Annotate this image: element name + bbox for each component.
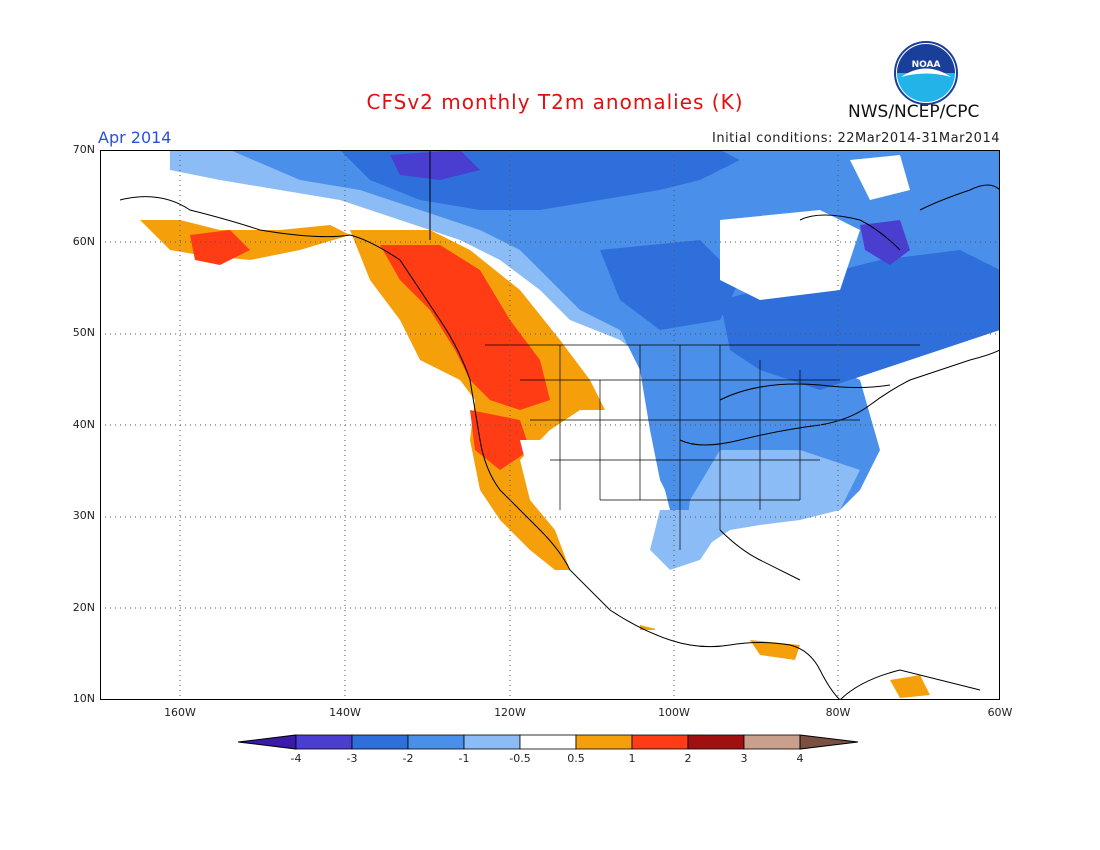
lat-label-60n: 60N [72, 235, 95, 248]
colorbar-arrow-left [238, 734, 297, 750]
lat-label-10n: 10N [72, 692, 95, 705]
lat-label-20n: 20N [72, 601, 95, 614]
colorbar-tick-label: 0.5 [567, 752, 585, 765]
colorbar-tick-label: -1 [458, 752, 470, 765]
colorbar-box [463, 734, 521, 750]
anomaly-map [100, 150, 1000, 700]
map-frame [100, 150, 1000, 700]
lon-label-60w: 60W [987, 706, 1013, 719]
initial-conditions-label: Initial conditions: 22Mar2014-31Mar2014 [712, 131, 1000, 146]
lon-label-140w: 140W [329, 706, 361, 719]
colorbar-box [743, 734, 801, 750]
noaa-logo: NOAA [894, 41, 958, 105]
colorbar-box [687, 734, 745, 750]
colorbar-box [351, 734, 409, 750]
colorbar-box [575, 734, 633, 750]
political-borders [485, 344, 920, 550]
colorbar-tick-label: -2 [402, 752, 414, 765]
lon-label-100w: 100W [658, 706, 690, 719]
chart-title: CFSv2 monthly T2m anomalies (K) [366, 90, 744, 114]
colorbar-tick-label: 2 [684, 752, 692, 765]
colorbar-tick-label: 4 [796, 752, 804, 765]
lat-label-50n: 50N [72, 326, 95, 339]
graticule [100, 150, 1000, 700]
lon-label-120w: 120W [494, 706, 526, 719]
colorbar-tick-label: 1 [628, 752, 636, 765]
lat-label-70n: 70N [72, 143, 95, 156]
colorbar-box [519, 734, 577, 750]
agency-label: NWS/NCEP/CPC [848, 102, 980, 122]
colorbar-box [407, 734, 465, 750]
colorbar-box [631, 734, 689, 750]
lat-label-40n: 40N [72, 418, 95, 431]
colorbar-box [295, 734, 353, 750]
colorbar-tick-label: -4 [290, 752, 302, 765]
colorbar [238, 734, 859, 750]
warm-anomaly-fills [140, 220, 930, 698]
colorbar-tick-label: -3 [346, 752, 358, 765]
forecast-month-label: Apr 2014 [98, 128, 172, 147]
colorbar-tick-label: -0.5 [509, 752, 531, 765]
colorbar-arrow-right [799, 734, 859, 750]
lon-label-80w: 80W [825, 706, 851, 719]
lon-label-160w: 160W [164, 706, 196, 719]
lat-label-30n: 30N [72, 509, 95, 522]
svg-text:NOAA: NOAA [912, 60, 941, 70]
colorbar-tick-label: 3 [740, 752, 748, 765]
coastlines [119, 150, 1000, 700]
